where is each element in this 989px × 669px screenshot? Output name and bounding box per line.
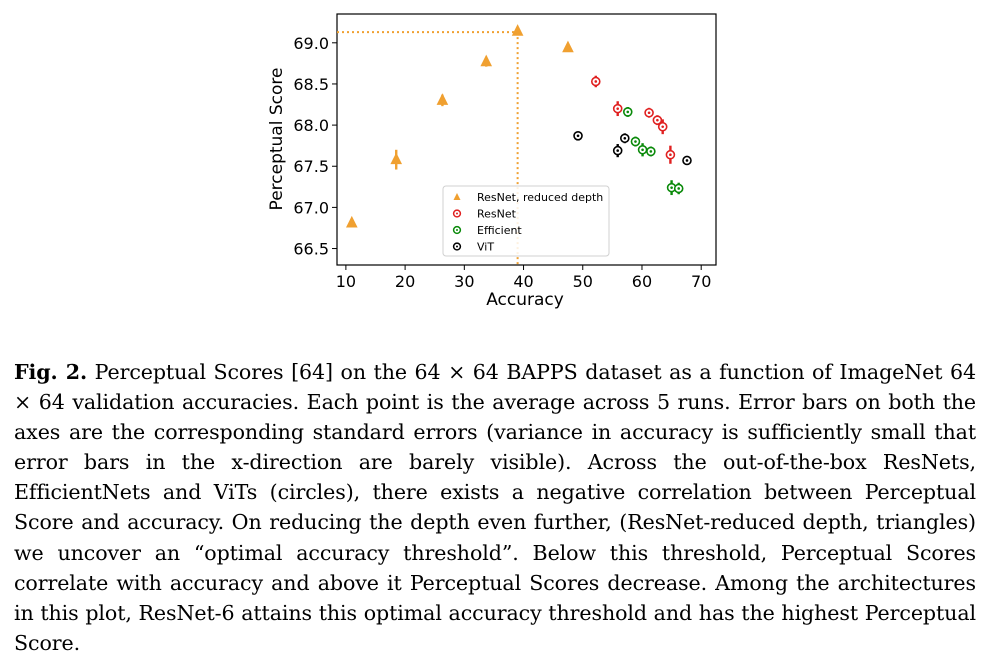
plot-frame [336, 13, 717, 266]
circle-marker-center [661, 125, 665, 129]
legend-label-vit: ViT [477, 241, 494, 254]
data-point-resnet [612, 101, 623, 117]
caption-label: Fig. 2. [14, 360, 88, 384]
circle-marker-center [641, 148, 644, 152]
x-tick-label: 50 [573, 272, 593, 291]
data-point-resnet-reduced-depth [345, 215, 358, 228]
circle-marker-center [594, 80, 598, 83]
x-tick-label: 60 [632, 272, 652, 291]
x-tick-label: 70 [691, 272, 711, 291]
circle-marker-center [647, 111, 651, 115]
legend-box [442, 185, 610, 257]
y-tick-label: 67.5 [293, 157, 329, 176]
triangle-marker [480, 54, 493, 67]
data-point-vit [620, 133, 630, 144]
figure: 10 20 30 40 50 60 70 66.5 67.0 67.5 68.0 68.5 69.0 R… [0, 0, 989, 330]
triangle-marker [345, 215, 358, 228]
circle-marker-center [626, 110, 630, 114]
legend-label-resnet-reduced-depth: ResNet, reduced depth [477, 191, 603, 204]
y-tick-label: 69.0 [293, 34, 329, 53]
data-point-resnet-reduced-depth [390, 149, 403, 170]
legend-label-efficient: Efficient [477, 224, 522, 237]
data-point-resnet [590, 75, 601, 88]
circle-marker-center [656, 118, 659, 122]
data-point-resnet-reduced-depth [436, 93, 449, 107]
data-point-resnet-reduced-depth [511, 24, 524, 36]
scatter-chart: 10 20 30 40 50 60 70 66.5 67.0 67.5 68.0 68.5 69.0 R… [267, 13, 717, 310]
triangle-marker [562, 40, 574, 53]
data-point-resnet-reduced-depth [480, 54, 493, 67]
data-point-vit [682, 155, 692, 166]
x-tick-label: 10 [336, 272, 356, 291]
data-point-resnet [652, 115, 663, 126]
y-axis-label: Perceptual Score [267, 68, 287, 211]
y-tick-label: 68.5 [293, 75, 329, 94]
x-tick-label: 30 [454, 272, 474, 291]
y-tick-label: 67.0 [293, 198, 329, 217]
circle-marker-center [616, 149, 619, 152]
legend-label-resnet: ResNet [477, 208, 517, 221]
legend-marker-resnet-reduced-depth [453, 193, 461, 200]
circle-marker-center [576, 134, 580, 138]
circle-marker-center [670, 186, 673, 189]
data-point-efficient [646, 146, 656, 157]
y-tick-label: 68.0 [293, 116, 329, 135]
triangle-marker [390, 152, 403, 165]
data-point-vit [612, 144, 623, 158]
data-point-resnet-reduced-depth [562, 40, 574, 53]
circle-marker-center [616, 107, 619, 110]
figure-caption: Fig. 2. Perceptual Scores [64] on the 64… [14, 357, 976, 658]
circle-marker-center [623, 136, 627, 140]
data-point-resnet [665, 145, 676, 164]
circle-marker-center [649, 150, 653, 153]
circle-marker-center [634, 140, 637, 143]
caption-text: Perceptual Scores [64] on the 64 × 64 BA… [14, 360, 976, 655]
data-point-vit [573, 130, 583, 141]
circle-marker-center [685, 159, 689, 162]
triangle-marker [511, 24, 524, 36]
x-axis-label: Accuracy [486, 290, 564, 310]
legend-marker-center [456, 212, 458, 215]
triangle-marker [436, 93, 449, 105]
data-point-efficient [622, 106, 633, 117]
circle-marker-center [669, 153, 672, 157]
legend-marker-center [456, 229, 458, 231]
circle-marker-center [677, 187, 680, 190]
data-point-efficient [673, 182, 684, 195]
legend-marker-center [456, 245, 458, 248]
data-point-efficient [637, 143, 648, 157]
data-point-resnet [657, 119, 668, 135]
x-tick-label: 20 [395, 272, 415, 291]
y-tick-label: 66.5 [293, 240, 329, 259]
data-point-efficient [630, 136, 641, 147]
x-tick-label: 40 [513, 272, 533, 291]
data-point-resnet [644, 107, 654, 118]
